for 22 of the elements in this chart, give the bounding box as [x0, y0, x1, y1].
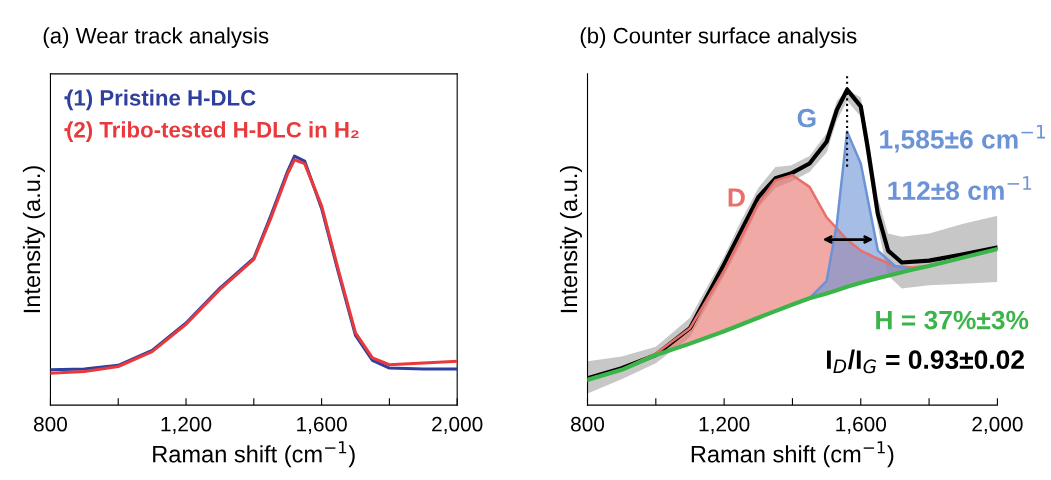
chart-title: (a) Wear track analysis: [43, 27, 269, 48]
annotation: H = 37%±3%: [876, 310, 1029, 330]
x-axis-title: Raman shift (cm$^{−1}$): [691, 441, 894, 468]
annotation: 1,585±6 cm$^{−1}$: [880, 124, 1045, 153]
y-axis-title: Intensity (a.u.): [559, 166, 582, 313]
x-tick-label: 2,000: [432, 416, 483, 434]
x-tick-label: 1,600: [836, 416, 887, 434]
legend-label: (1) Pristine H-DLC: [67, 89, 256, 111]
x-tick-label: 1,200: [161, 416, 212, 434]
chart-title: (b) Counter surface analysis: [580, 27, 857, 48]
annotation: 112±8 cm$^{−1}$: [888, 176, 1032, 201]
legend-label: (2) Tribo-tested H-DLC in H₂: [67, 121, 359, 143]
x-tick-label: 800: [33, 416, 68, 432]
annotation: I$_{D}$/I$_{G}$ = 0.93±0.02: [827, 349, 1024, 374]
x-tick-label: 1,200: [699, 416, 750, 434]
x-tick-label: 1,600: [297, 416, 347, 434]
x-tick-label: 800: [571, 416, 605, 432]
x-tick-label: 2,000: [972, 416, 1023, 434]
y-axis-title: Intensity (a.u.): [22, 166, 45, 313]
annotation: D: [728, 188, 745, 207]
annotation: G: [797, 108, 816, 128]
x-axis-title: Raman shift (cm$^{−1}$): [153, 441, 355, 468]
